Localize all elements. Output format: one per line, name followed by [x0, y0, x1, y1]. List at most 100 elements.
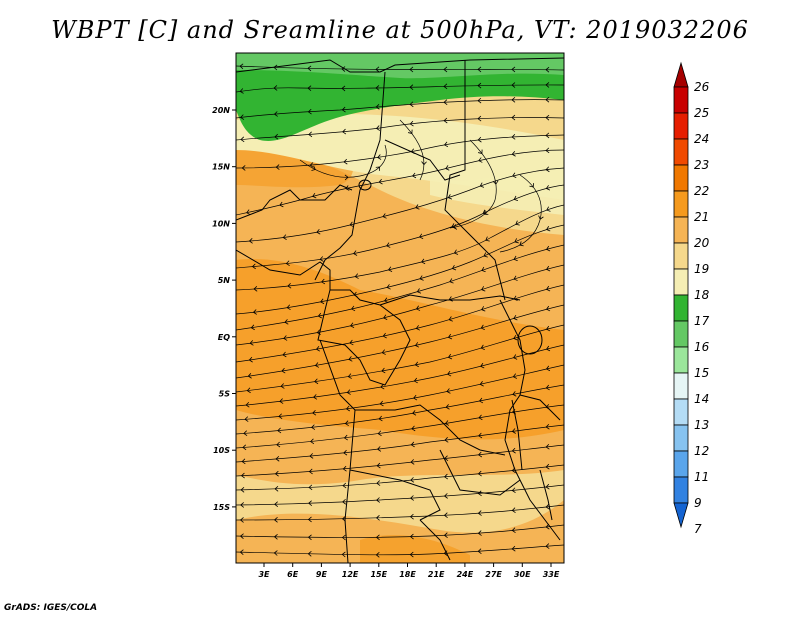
streamline-arrow [273, 85, 278, 91]
streamline-arrow [240, 472, 245, 479]
streamline-arrow [376, 480, 381, 486]
colorbar-swatch [673, 190, 689, 218]
colorbar-swatch [673, 112, 689, 140]
streamline-arrow [376, 462, 381, 469]
streamline-arrow [407, 129, 413, 135]
streamline-arrow [481, 286, 486, 292]
streamline-arrow [274, 501, 279, 508]
streamline-arrow [415, 204, 420, 210]
streamline-arrow [386, 284, 391, 290]
streamline-arrow [375, 534, 380, 541]
streamline-arrow [511, 66, 516, 73]
streamline-arrow [308, 131, 313, 138]
streamline-arrow [480, 324, 485, 331]
streamline-arrow [381, 349, 386, 355]
streamline-arrow [511, 507, 516, 513]
streamline-arrow [446, 388, 451, 394]
streamline-arrow [478, 432, 483, 439]
streamline-arrow [514, 238, 519, 244]
streamline-arrow [376, 446, 382, 452]
streamline-arrow [413, 394, 418, 401]
streamline-arrow [546, 206, 551, 212]
streamline-arrow [477, 82, 482, 89]
streamline-arrow [307, 551, 312, 557]
streamline-arrow [410, 441, 415, 448]
streamline-arrow [480, 362, 485, 369]
country-borders [236, 57, 564, 563]
streamline-arrow [409, 101, 414, 108]
wbpt-shaded-field [236, 53, 564, 563]
streamline-arrow [246, 387, 251, 394]
lat-tick-label: 15S [213, 503, 230, 512]
lat-tick-label: 10N [212, 219, 230, 228]
streamline-arrow [453, 249, 459, 255]
streamline-arrow [545, 66, 550, 73]
streamline-arrow [410, 477, 415, 483]
colorbar-label: 23 [694, 158, 709, 172]
streamline-arrow [545, 443, 550, 450]
streamline-arrow [545, 245, 551, 252]
streamline-arrow [483, 210, 489, 215]
streamline-arrow [411, 172, 417, 179]
streamline-arrow [286, 304, 291, 311]
streamline-arrow [253, 285, 258, 292]
streamline-arrow [419, 275, 424, 281]
streamline-arrow [545, 185, 551, 191]
colorbar-label: 9 [694, 496, 702, 510]
streamline-arrow [240, 486, 245, 493]
streamline-arrow [545, 325, 551, 332]
streamline-arrow [515, 220, 520, 226]
colorbar-label: 21 [694, 210, 709, 224]
colorbar-swatch [673, 268, 689, 296]
lon-tick-label: 30E [514, 570, 531, 579]
streamline-arrow [410, 459, 415, 465]
streamline-arrow [287, 282, 292, 289]
streamline-arrow [443, 117, 448, 124]
streamline-arrow [321, 278, 326, 285]
streamline-arrow [477, 97, 482, 104]
streamline-arrow [310, 438, 315, 445]
streamline-arrow [277, 427, 282, 434]
streamline-arrow [341, 85, 346, 92]
colorbar-label: 19 [694, 262, 709, 276]
streamline-arrow [545, 463, 550, 470]
streamline-arrow [545, 114, 550, 121]
colorbar-label: 7 [694, 522, 702, 536]
streamline-arrow [444, 437, 449, 443]
streamline-arrow [375, 515, 380, 521]
streamline-arrow [477, 115, 482, 122]
colorbar-swatch [673, 164, 689, 192]
streamline-arrow [279, 201, 284, 208]
streamline-arrow [240, 502, 245, 508]
streamline-arrow [341, 534, 346, 541]
streamline-arrow [375, 103, 380, 110]
streamline-arrow [349, 322, 355, 328]
streamline-arrow [409, 533, 414, 540]
streamline-arrow [443, 493, 448, 499]
streamline-arrow [545, 483, 550, 490]
colorbar-label: 12 [694, 444, 709, 458]
streamline-arrow [451, 265, 457, 271]
streamline-arrow [274, 485, 279, 492]
streamline-arrow [316, 228, 321, 235]
streamline-arrow [342, 465, 347, 472]
grads-credit: GrADS: IGES/COLA [4, 603, 98, 613]
colorbar-swatch [673, 346, 689, 374]
streamline-arrow [244, 416, 249, 422]
streamline-arrow [409, 84, 414, 91]
streamline-arrow [481, 306, 486, 312]
streamline-arrow [311, 424, 316, 430]
colorbar-swatch [673, 372, 689, 400]
streamline-arrow [478, 149, 483, 154]
streamline-arrow [478, 414, 483, 421]
streamline-arrow [545, 96, 550, 103]
streamline-arrow [342, 498, 347, 505]
streamline-arrow [383, 314, 388, 320]
streamline-arrow [415, 325, 421, 331]
streamline-arrow [342, 482, 347, 489]
streamline-arrow [519, 241, 524, 247]
colorbar-label: 11 [694, 470, 709, 484]
streamline-arrow [243, 430, 248, 437]
streamline-arrow [307, 65, 312, 72]
streamline-arrow [409, 513, 414, 520]
